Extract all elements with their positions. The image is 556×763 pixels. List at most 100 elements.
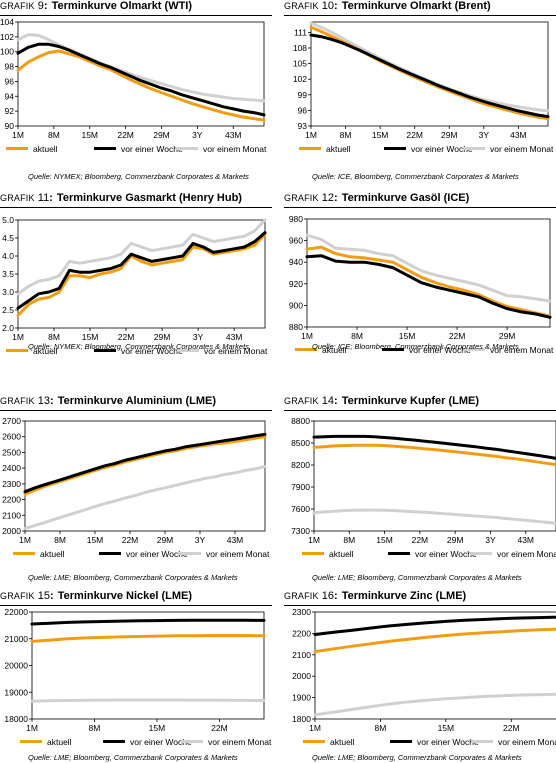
x-tick-label: 15M xyxy=(87,535,104,545)
y-tick-label: 920 xyxy=(289,279,303,289)
x-tick-label: 8M xyxy=(343,535,355,545)
series-line xyxy=(16,232,267,317)
series-line xyxy=(23,465,267,531)
chart-title-text: Terminkurve Zinc (LME) xyxy=(338,590,467,602)
legend-label: vor einer Woche xyxy=(121,144,183,154)
chart-title: GRAFIK 11: Terminkurve Gasmarkt (Henry H… xyxy=(0,192,242,204)
x-tick-label: 1M xyxy=(19,535,31,545)
chart-prefix: GRAFIK xyxy=(284,396,319,406)
series-line xyxy=(309,33,550,119)
chart-title-text: Terminkurve Gasöl (ICE) xyxy=(338,192,470,204)
legend-swatch xyxy=(177,349,199,352)
y-tick-label: 7300 xyxy=(291,526,310,536)
x-tick-label: 3Y xyxy=(479,130,490,140)
series-line xyxy=(305,233,552,303)
legend-swatch xyxy=(6,147,28,150)
x-tick-label: 29M xyxy=(154,332,171,342)
legend-label: vor einem Monat xyxy=(490,345,554,355)
x-tick-label: 15M xyxy=(399,331,416,341)
x-tick-label: 22M xyxy=(211,723,228,733)
legend: aktuell vor einer Woche vor einem Monat xyxy=(303,737,556,749)
legend-label: vor einer Woche xyxy=(126,549,188,559)
y-tick-label: 100 xyxy=(0,47,14,57)
legend-label: vor einer Woche xyxy=(417,737,479,747)
chart-number: 16 xyxy=(318,590,335,602)
x-tick-label: 3Y xyxy=(192,130,203,140)
legend-swatch xyxy=(94,147,116,150)
y-tick-label: 1900 xyxy=(292,693,311,703)
legend-label: aktuell xyxy=(33,346,58,356)
x-tick-label: 43M xyxy=(227,535,244,545)
x-tick-label: 15M xyxy=(372,130,389,140)
x-tick-label: 43M xyxy=(510,130,527,140)
legend-swatch xyxy=(299,147,321,150)
y-tick-label: 8500 xyxy=(291,438,310,448)
legend-swatch xyxy=(181,740,203,743)
y-tick-label: 880 xyxy=(289,322,303,332)
x-tick-label: 15M xyxy=(81,130,98,140)
legend-label: vor einer Woche xyxy=(121,346,183,356)
chart-number-colon: : xyxy=(49,192,53,204)
legend-label: vor einer Woche xyxy=(411,144,473,154)
legend-swatch xyxy=(295,348,317,351)
x-tick-label: 3Y xyxy=(195,535,206,545)
legend-label: vor einem Monat xyxy=(497,549,556,559)
chart-svg: 18000 19000 20000 21000 22000 1M 8M 15M 22M xyxy=(4,607,266,733)
chart-number-colon: : xyxy=(43,0,48,12)
plot-frame xyxy=(306,218,551,328)
plot-frame xyxy=(31,611,265,720)
chart-panel: GRAFIK 16: Terminkurve Zinc (LME) 1800 190… xyxy=(284,590,556,763)
x-tick-label: 1M xyxy=(12,332,24,342)
x-tick-label: 43M xyxy=(226,332,243,342)
title-rule xyxy=(284,605,556,606)
legend-swatch xyxy=(176,147,198,150)
legend-label: vor einem Monat xyxy=(203,144,267,154)
y-tick-label: 2300 xyxy=(2,479,21,489)
legend-swatch xyxy=(471,740,493,743)
chart-svg: 7300 7600 7900 8200 8500 8800 1M 8M 15M 22M 29M 3Y 4… xyxy=(291,416,556,545)
chart-svg: 2000 2100 2200 2300 2400 2500 2600 2700 1M 8M 15M 2… xyxy=(2,416,267,545)
x-tick-label: 1M xyxy=(12,130,24,140)
chart-number-colon: : xyxy=(334,395,338,407)
series-line xyxy=(23,435,267,496)
legend-label: aktuell xyxy=(33,144,58,154)
legend-swatch xyxy=(20,740,42,743)
y-tick-label: 104 xyxy=(0,17,14,27)
chart-title-text: Terminkurve Nickel (LME) xyxy=(54,590,193,602)
title-rule xyxy=(284,410,556,411)
y-tick-label: 900 xyxy=(289,300,303,310)
plot-frame xyxy=(314,611,556,720)
y-tick-label: 22000 xyxy=(4,607,28,617)
legend: aktuell vor einer Woche vor einem Monat xyxy=(20,737,271,749)
series-line xyxy=(312,434,556,460)
chart-prefix: GRAFIK xyxy=(0,1,35,11)
series-line xyxy=(312,443,556,467)
y-tick-label: 5.0 xyxy=(2,215,14,225)
source-note: Quelle: NYMEX; Bloomberg, Commerzbank Co… xyxy=(28,172,249,181)
chart-panel: GRAFIK 14: Terminkurve Kupfer (LME) 7300 7… xyxy=(284,395,556,583)
x-tick-label: 1M xyxy=(309,723,321,733)
title-rule xyxy=(0,15,272,16)
legend-label: vor einer Woche xyxy=(409,345,471,355)
chart-prefix: GRAFIK xyxy=(284,193,319,203)
chart-panel: GRAFIK 10: Terminkurve Olmarkt (Brent) 93… xyxy=(284,0,556,182)
title-rule xyxy=(0,410,272,411)
title-rule xyxy=(0,605,272,606)
legend: aktuell vor einer Woche vor einem Monat xyxy=(6,346,267,358)
y-tick-label: 111 xyxy=(294,27,307,37)
source-note: Quelle: ICE, Bloomberg, Commerzbank Corp… xyxy=(312,172,519,181)
legend-swatch xyxy=(303,740,325,743)
legend: aktuell vor einer Woche vor einem Monat xyxy=(13,549,269,561)
legend-swatch xyxy=(6,349,28,352)
y-tick-label: 7900 xyxy=(291,482,310,492)
legend-label: vor einer Woche xyxy=(415,549,477,559)
x-tick-label: 22M xyxy=(117,130,134,140)
series-line xyxy=(30,634,266,643)
chart-prefix: GRAFIK xyxy=(0,193,35,203)
x-tick-label: 15M xyxy=(149,723,166,733)
series-line xyxy=(16,42,266,117)
legend: aktuell vor einer Woche vor einem Monat xyxy=(295,345,554,357)
x-tick-label: 29M xyxy=(441,130,458,140)
x-tick-label: 22M xyxy=(412,535,429,545)
legend-label: vor einer Woche xyxy=(130,737,192,747)
